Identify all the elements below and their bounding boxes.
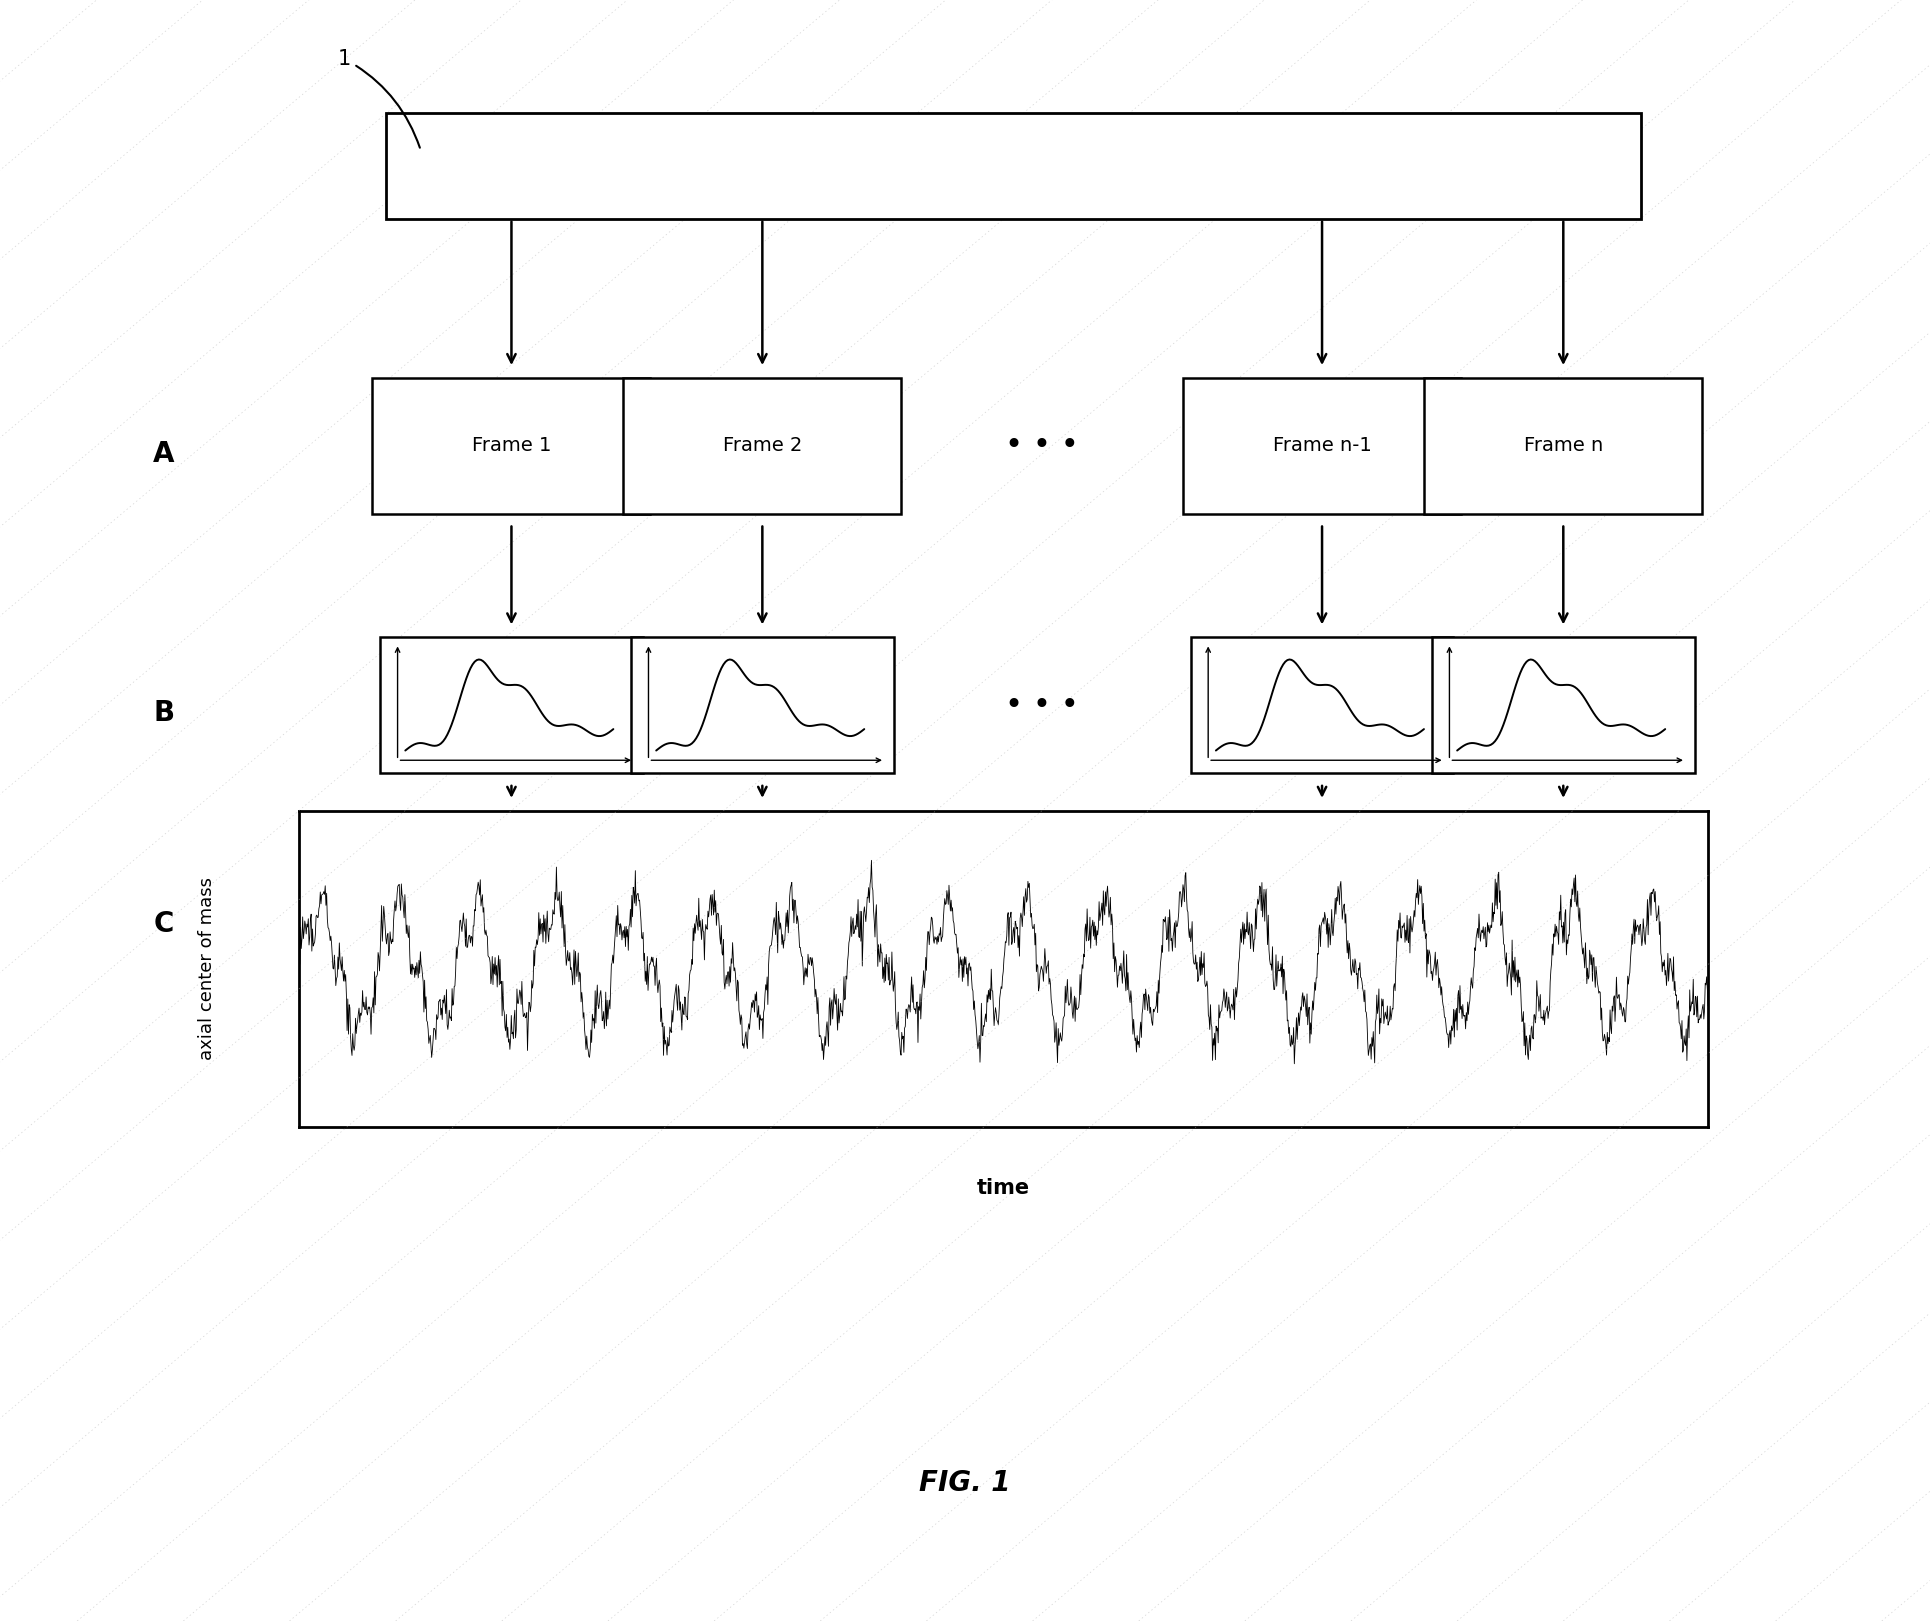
Bar xyxy=(380,637,643,773)
Bar xyxy=(1191,637,1453,773)
Text: Frame n-1: Frame n-1 xyxy=(1272,436,1372,456)
Bar xyxy=(372,378,650,514)
Text: Frame 1: Frame 1 xyxy=(471,436,552,456)
Text: Frame n: Frame n xyxy=(1523,436,1604,456)
Text: A: A xyxy=(152,439,176,468)
Bar xyxy=(1183,378,1461,514)
Text: axial center of mass: axial center of mass xyxy=(197,877,216,1060)
Text: • • •: • • • xyxy=(1006,691,1079,720)
Text: • • •: • • • xyxy=(1006,431,1079,460)
Text: 1: 1 xyxy=(338,49,421,148)
Bar xyxy=(1432,637,1695,773)
Bar xyxy=(1424,378,1702,514)
Bar xyxy=(386,113,1640,219)
Text: B: B xyxy=(154,699,174,728)
Text: C: C xyxy=(154,909,174,939)
Text: time: time xyxy=(977,1178,1031,1198)
Text: FIG. 1: FIG. 1 xyxy=(919,1469,1011,1498)
Bar xyxy=(631,637,894,773)
Text: Frame 2: Frame 2 xyxy=(722,436,803,456)
Bar xyxy=(623,378,901,514)
